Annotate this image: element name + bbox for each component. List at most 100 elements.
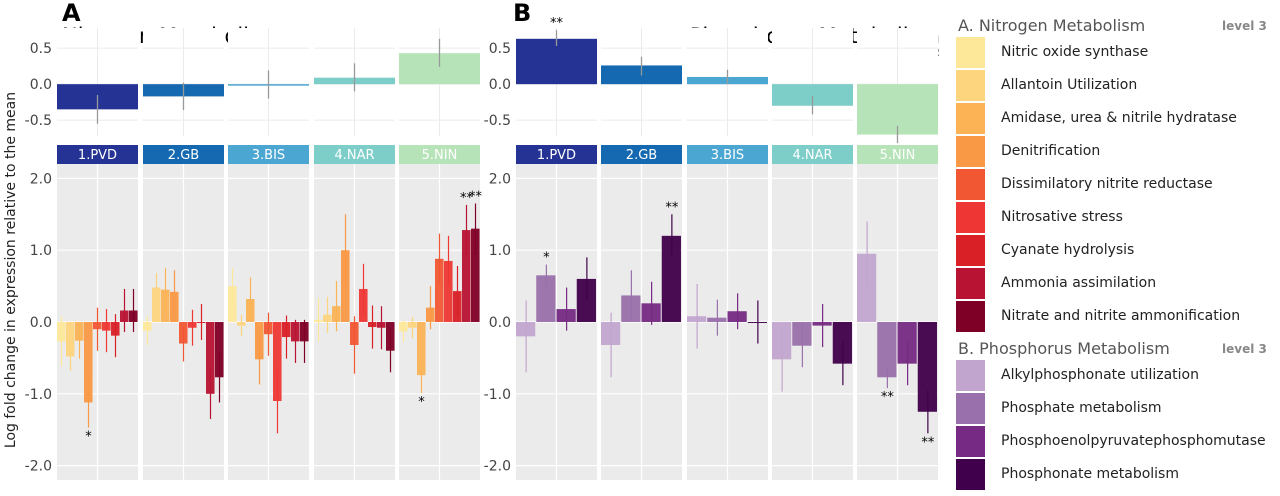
facet-strip bbox=[143, 145, 224, 164]
legend-swatch bbox=[956, 360, 985, 391]
legend-item: Amidase, urea & nitrile hydratase bbox=[956, 103, 1276, 135]
legend: A. Nitrogen Metabolism level 3 Nitric ox… bbox=[948, 14, 1280, 496]
bottom-significance-label: ** bbox=[665, 200, 679, 215]
facet-strip-label: 4.NAR bbox=[792, 148, 832, 163]
legend-label: Nitric oxide synthase bbox=[1001, 44, 1149, 60]
bottom-y-tick-label: 1.0 bbox=[489, 243, 511, 259]
bottom-bar bbox=[228, 286, 237, 322]
bottom-significance-label: ** bbox=[460, 191, 474, 206]
legend-label: Amidase, urea & nitrile hydratase bbox=[1001, 110, 1237, 126]
legend-swatch bbox=[956, 70, 985, 101]
legend-item: Denitrification bbox=[956, 136, 1276, 168]
legend-swatch bbox=[956, 37, 985, 68]
legend-swatch bbox=[956, 169, 985, 200]
facet-strip-label: 3.BIS bbox=[252, 148, 285, 163]
bottom-y-tick-label: 1.0 bbox=[30, 243, 52, 259]
legend-swatch bbox=[956, 268, 985, 299]
legend-swatch bbox=[956, 459, 985, 490]
legend-label: Nitrate and nitrite ammonification bbox=[1001, 308, 1241, 324]
legend-section-title-nitrogen: A. Nitrogen Metabolism bbox=[958, 16, 1146, 35]
facet-strip bbox=[601, 145, 682, 164]
bottom-y-tick-label: 2.0 bbox=[489, 171, 511, 187]
legend-item: Phosphoenolpyruvatephosphomutase bbox=[956, 426, 1276, 458]
bottom-significance-label: * bbox=[85, 430, 92, 445]
top-y-tick-label: 0.0 bbox=[30, 77, 52, 93]
facet-strip bbox=[228, 145, 309, 164]
top-bar bbox=[516, 38, 597, 85]
top-y-tick-label: -0.5 bbox=[484, 113, 511, 129]
legend-item: Allantoin Utilization bbox=[956, 70, 1276, 102]
legend-item: Nitrosative stress bbox=[956, 202, 1276, 234]
top-y-tick-label: -0.5 bbox=[25, 113, 52, 129]
legend-level-nitrogen: level 3 bbox=[1222, 19, 1267, 33]
legend-label: Phosphoenolpyruvatephosphomutase bbox=[1001, 433, 1266, 449]
facet-strip-label: 3.BIS bbox=[711, 148, 744, 163]
bottom-bar bbox=[215, 322, 224, 378]
bottom-bar bbox=[462, 230, 471, 322]
top-significance-label: ** bbox=[550, 16, 564, 31]
bottom-significance-label: ** bbox=[921, 435, 935, 450]
top-y-tick-label: 0.5 bbox=[489, 41, 511, 57]
facet-strip-label: 2.GB bbox=[168, 148, 199, 163]
panel-letter: A bbox=[62, 0, 81, 27]
bottom-bar bbox=[152, 287, 161, 322]
facet-strip bbox=[687, 145, 768, 164]
facet-strip bbox=[772, 145, 853, 164]
legend-swatch bbox=[956, 301, 985, 332]
bottom-y-tick-label: 0.0 bbox=[30, 315, 52, 331]
bottom-bar bbox=[66, 322, 75, 357]
legend-item: Alkylphosphonate utilization bbox=[956, 360, 1276, 392]
legend-item: Ammonia assimilation bbox=[956, 268, 1276, 300]
legend-label: Nitrosative stress bbox=[1001, 209, 1123, 225]
bottom-bar bbox=[273, 322, 282, 401]
legend-swatch bbox=[956, 426, 985, 457]
legend-swatch bbox=[956, 235, 985, 266]
bottom-bar bbox=[661, 235, 681, 322]
bottom-bar bbox=[435, 258, 444, 322]
legend-level-phosphorus: level 3 bbox=[1222, 342, 1267, 356]
facet-strip-label: 4.NAR bbox=[334, 148, 374, 163]
top-bar bbox=[772, 84, 853, 106]
legend-item: Cyanate hydrolysis bbox=[956, 235, 1276, 267]
y-axis-title: Log fold change in expression relative t… bbox=[3, 92, 19, 448]
legend-label: Alkylphosphonate utilization bbox=[1001, 367, 1199, 383]
bottom-bar bbox=[206, 322, 215, 394]
bottom-significance-label: * bbox=[418, 395, 425, 410]
bottom-bar bbox=[877, 322, 897, 378]
legend-item: Phosphonate metabolism bbox=[956, 459, 1276, 491]
legend-swatch bbox=[956, 202, 985, 233]
bottom-bar bbox=[917, 322, 937, 412]
legend-label: Phosphate metabolism bbox=[1001, 400, 1162, 416]
bottom-y-tick-label: 2.0 bbox=[30, 171, 52, 187]
legend-section-title-phosphorus: B. Phosphorus Metabolism bbox=[958, 339, 1170, 358]
legend-item: Phosphate metabolism bbox=[956, 393, 1276, 425]
legend-label: Dissimilatory nitrite reductase bbox=[1001, 176, 1213, 192]
top-y-tick-label: 0.0 bbox=[489, 77, 511, 93]
facet-strip-label: 5.NIN bbox=[422, 148, 458, 163]
legend-label: Ammonia assimilation bbox=[1001, 275, 1157, 291]
bottom-y-tick-label: -1.0 bbox=[484, 387, 511, 403]
bottom-significance-label: ** bbox=[469, 190, 483, 205]
facet-strip bbox=[399, 145, 480, 164]
top-y-tick-label: 0.5 bbox=[30, 41, 52, 57]
bottom-y-tick-label: 0.0 bbox=[489, 315, 511, 331]
legend-item: Dissimilatory nitrite reductase bbox=[956, 169, 1276, 201]
bottom-significance-label: * bbox=[543, 251, 550, 266]
legend-swatch bbox=[956, 136, 985, 167]
facet-strip bbox=[57, 145, 138, 164]
facet-strip-label: 5.NIN bbox=[880, 148, 916, 163]
bottom-y-tick-label: -2.0 bbox=[25, 459, 52, 475]
legend-label: Allantoin Utilization bbox=[1001, 77, 1138, 93]
bottom-y-tick-label: -1.0 bbox=[25, 387, 52, 403]
legend-label: Cyanate hydrolysis bbox=[1001, 242, 1135, 258]
facet-strip-label: 1.PVD bbox=[78, 148, 117, 163]
panel-letter: B bbox=[513, 0, 531, 27]
facet-strip-label: 2.GB bbox=[626, 148, 657, 163]
bottom-significance-label: ** bbox=[881, 390, 895, 405]
facet-strip bbox=[314, 145, 395, 164]
bottom-bar bbox=[417, 322, 426, 376]
legend-item: Nitric oxide synthase bbox=[956, 37, 1276, 69]
bottom-bar bbox=[444, 260, 453, 322]
